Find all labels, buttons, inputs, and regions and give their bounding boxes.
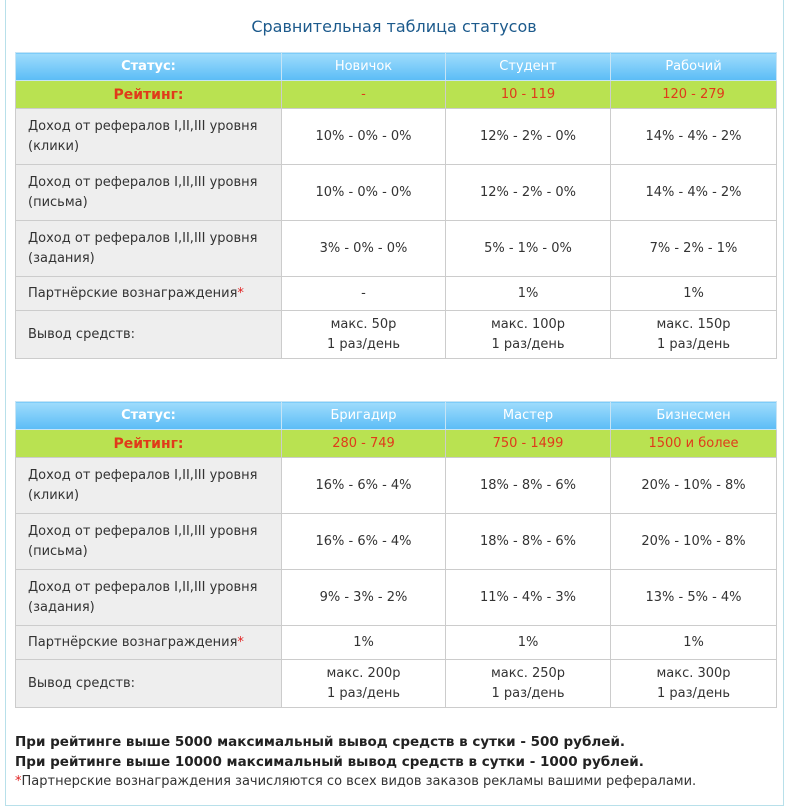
rating-label: Рейтинг: bbox=[15, 80, 282, 109]
row-value: 13% - 5% - 4% bbox=[610, 569, 777, 626]
table-row: Партнёрские вознаграждения* -1% 1% bbox=[15, 276, 777, 311]
withdraw-row: Вывод средств: макс. 200р 1 раз/день макс. … bbox=[15, 659, 777, 708]
note-10000: При рейтинге выше 10000 максимальный выв… bbox=[15, 754, 644, 770]
row-value: 10% - 0% - 0% bbox=[281, 164, 446, 221]
withdraw-label: Вывод средств: bbox=[15, 310, 282, 359]
row-value: 16% - 6% - 4% bbox=[281, 513, 446, 570]
row-label: Доход от рефералов I,II,III уровня (клик… bbox=[15, 457, 282, 514]
row-label: Доход от рефералов I,II,III уровня (зада… bbox=[15, 569, 282, 626]
status-name: Рабочий bbox=[610, 52, 777, 81]
row-label: Партнёрские вознаграждения* bbox=[15, 276, 282, 311]
status-table: Статус: Новичок Студент Рабочий Рейтинг: -10 … bbox=[15, 52, 777, 359]
table-row: Партнёрские вознаграждения* 1% 1% 1% bbox=[15, 625, 777, 660]
row-value: 10% - 0% - 0% bbox=[281, 108, 446, 165]
status-name: Мастер bbox=[445, 401, 611, 430]
rating-range: 120 - 279 bbox=[610, 80, 777, 109]
status-label: Статус: bbox=[15, 401, 282, 430]
withdraw-label: Вывод средств: bbox=[15, 659, 282, 708]
row-label: Партнёрские вознаграждения* bbox=[15, 625, 282, 660]
table-row: Доход от рефералов I,II,III уровня (зада… bbox=[15, 569, 777, 626]
row-value: 14% - 4% - 2% bbox=[610, 164, 777, 221]
withdraw-value: макс. 100р 1 раз/день bbox=[445, 310, 611, 359]
withdraw-value: макс. 250р 1 раз/день bbox=[445, 659, 611, 708]
row-value: 1% bbox=[445, 625, 611, 660]
row-value: 1% bbox=[445, 276, 611, 311]
row-value: 20% - 10% - 8% bbox=[610, 457, 777, 514]
rating-range: 10 - 119 bbox=[445, 80, 611, 109]
row-value: - bbox=[281, 276, 446, 311]
row-value: 9% - 3% - 2% bbox=[281, 569, 446, 626]
row-value: 11% - 4% - 3% bbox=[445, 569, 611, 626]
row-value: 1% bbox=[610, 625, 777, 660]
status-header-row: Статус: Бригадир Мастер Бизнесмен bbox=[15, 401, 777, 430]
status-name: Студент bbox=[445, 52, 611, 81]
status-label: Статус: bbox=[15, 52, 282, 81]
withdraw-value: макс. 50р 1 раз/день bbox=[281, 310, 446, 359]
withdraw-value: макс. 300р 1 раз/день bbox=[610, 659, 777, 708]
status-name: Новичок bbox=[281, 52, 446, 81]
rating-range: 750 - 1499 bbox=[445, 429, 611, 458]
page-title: Сравнительная таблица статусов bbox=[251, 17, 537, 36]
withdraw-value: макс. 200р 1 раз/день bbox=[281, 659, 446, 708]
rating-row: Рейтинг: -10 - 119 120 - 279 bbox=[15, 80, 777, 109]
row-label: Доход от рефералов I,II,III уровня (пись… bbox=[15, 164, 282, 221]
table-row: Доход от рефералов I,II,III уровня (пись… bbox=[15, 513, 777, 570]
content-frame bbox=[5, 0, 784, 806]
table-row: Доход от рефералов I,II,III уровня (зада… bbox=[15, 220, 777, 277]
rating-label: Рейтинг: bbox=[15, 429, 282, 458]
status-header-row: Статус: Новичок Студент Рабочий bbox=[15, 52, 777, 81]
rating-range: - bbox=[281, 80, 446, 109]
rating-range: 1500 и более bbox=[610, 429, 777, 458]
footnote: *Партнерские вознаграждения зачисляются … bbox=[15, 774, 697, 789]
row-label: Доход от рефералов I,II,III уровня (зада… bbox=[15, 220, 282, 277]
table-row: Доход от рефералов I,II,III уровня (пись… bbox=[15, 164, 777, 221]
table-row: Доход от рефералов I,II,III уровня (клик… bbox=[15, 457, 777, 514]
row-value: 18% - 8% - 6% bbox=[445, 513, 611, 570]
status-name: Бригадир bbox=[281, 401, 446, 430]
row-value: 20% - 10% - 8% bbox=[610, 513, 777, 570]
row-value: 3% - 0% - 0% bbox=[281, 220, 446, 277]
asterisk: * bbox=[237, 634, 244, 650]
row-value: 12% - 2% - 0% bbox=[445, 164, 611, 221]
withdraw-value: макс. 150р 1 раз/день bbox=[610, 310, 777, 359]
asterisk: * bbox=[237, 285, 244, 301]
row-label: Доход от рефералов I,II,III уровня (пись… bbox=[15, 513, 282, 570]
row-value: 18% - 8% - 6% bbox=[445, 457, 611, 514]
status-table: Статус: Бригадир Мастер Бизнесмен Рейтинг: 28… bbox=[15, 401, 777, 708]
note-5000: При рейтинге выше 5000 максимальный выво… bbox=[15, 734, 626, 750]
row-value: 1% bbox=[281, 625, 446, 660]
row-label: Доход от рефералов I,II,III уровня (клик… bbox=[15, 108, 282, 165]
table-row: Доход от рефералов I,II,III уровня (клик… bbox=[15, 108, 777, 165]
row-value: 12% - 2% - 0% bbox=[445, 108, 611, 165]
row-value: 1% bbox=[610, 276, 777, 311]
row-value: 7% - 2% - 1% bbox=[610, 220, 777, 277]
status-name: Бизнесмен bbox=[610, 401, 777, 430]
rating-range: 280 - 749 bbox=[281, 429, 446, 458]
rating-row: Рейтинг: 280 - 749 750 - 1499 1500 и более bbox=[15, 429, 777, 458]
row-value: 5% - 1% - 0% bbox=[445, 220, 611, 277]
withdraw-row: Вывод средств: макс. 50р 1 раз/день макс. 1… bbox=[15, 310, 777, 359]
row-value: 14% - 4% - 2% bbox=[610, 108, 777, 165]
notes: При рейтинге выше 5000 максимальный выво… bbox=[15, 732, 696, 792]
row-value: 16% - 6% - 4% bbox=[281, 457, 446, 514]
